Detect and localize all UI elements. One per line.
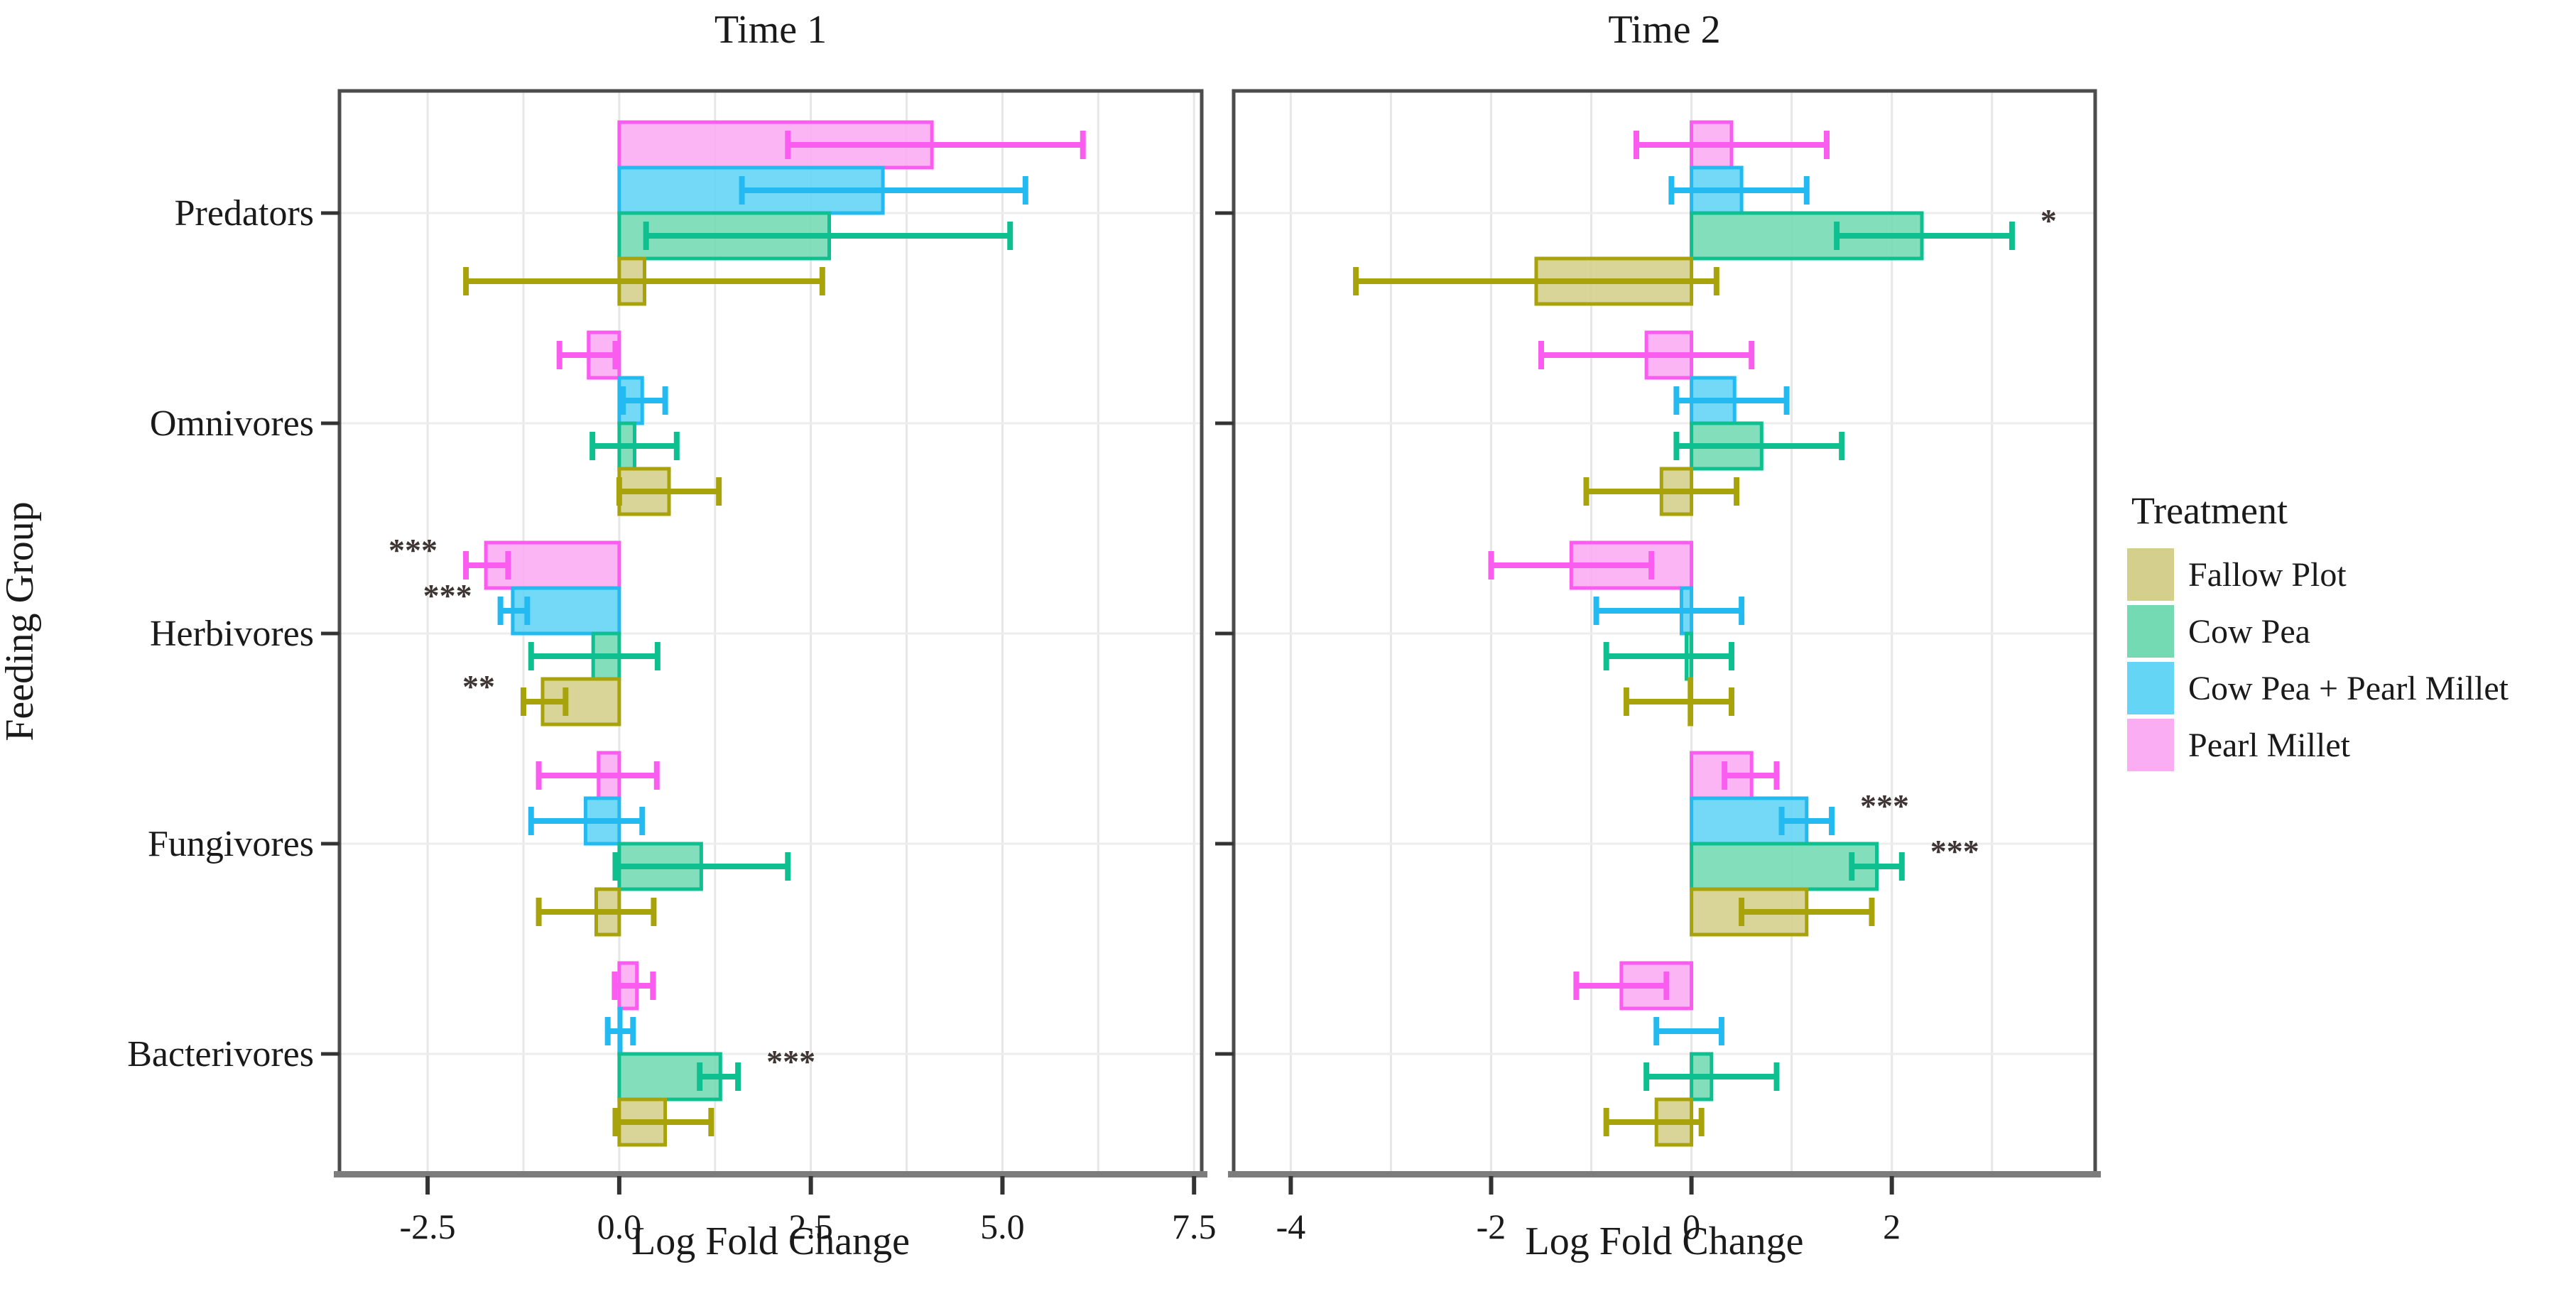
sig-label: *** — [1860, 788, 1909, 824]
category-label: Fungivores — [148, 824, 314, 864]
x-axis-title-right: Log Fold Change — [1525, 1219, 1804, 1263]
legend-title: Treatment — [2131, 489, 2288, 532]
category-label: Omnivores — [150, 403, 314, 444]
x-tick-label: 7.5 — [1172, 1207, 1217, 1246]
panel-title-time2: Time 2 — [1608, 8, 1721, 52]
x-tick-label: 2.5 — [788, 1207, 833, 1246]
panel-title-time1: Time 1 — [714, 8, 827, 52]
x-tick-label: 0.0 — [597, 1207, 642, 1246]
legend-swatch-fallow-plot — [2127, 548, 2174, 601]
x-axis-title-left: Log Fold Change — [631, 1219, 910, 1263]
x-tick-label: 2 — [1883, 1207, 1901, 1246]
legend: Treatment Fallow Plot Cow Pea Cow Pea + … — [2127, 489, 2575, 774]
panel-border — [1232, 89, 2097, 1175]
x-tick-label: -4 — [1276, 1207, 1306, 1246]
sig-label: * — [2040, 202, 2057, 239]
legend-swatch-cow-pea-pearl-millet — [2127, 662, 2174, 714]
legend-item-pearl-millet: Pearl Millet — [2127, 717, 2575, 773]
legend-item-cow-pea-pearl-millet: Cow Pea + Pearl Millet — [2127, 660, 2575, 716]
x-axis-line — [1228, 1171, 2101, 1177]
bar — [511, 586, 621, 636]
x-tick-label: -2 — [1477, 1207, 1506, 1246]
category-label: Bacterivores — [127, 1034, 314, 1075]
category-label: Predators — [175, 193, 314, 234]
bar — [1690, 842, 1879, 891]
legend-item-cow-pea: Cow Pea — [2127, 604, 2575, 659]
sig-label: *** — [1930, 833, 1979, 869]
legend-item-fallow-plot: Fallow Plot — [2127, 547, 2575, 602]
sig-label: ** — [462, 668, 495, 705]
sig-label: *** — [388, 532, 438, 568]
x-tick-label: 5.0 — [980, 1207, 1025, 1246]
x-tick-label: -2.5 — [400, 1207, 456, 1246]
x-axis-line — [334, 1171, 1207, 1177]
legend-swatch-cow-pea — [2127, 605, 2174, 658]
sig-label: *** — [766, 1043, 815, 1079]
sig-label: *** — [423, 577, 472, 614]
legend-swatch-pearl-millet — [2127, 719, 2174, 771]
category-label: Herbivores — [150, 614, 314, 654]
x-tick-label: 0 — [1683, 1207, 1700, 1246]
